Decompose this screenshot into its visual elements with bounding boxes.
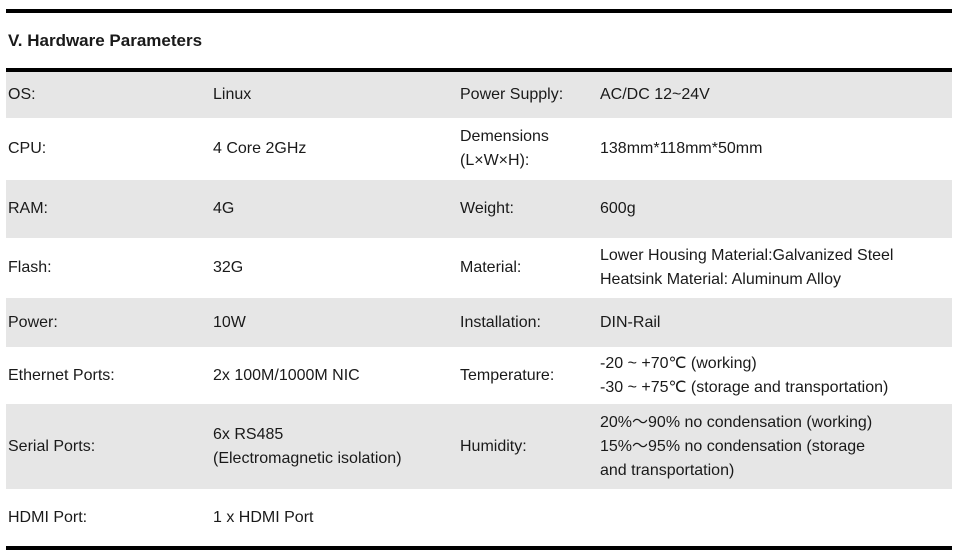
param-label: Power: — [8, 313, 58, 331]
table-row: HDMI Port: 1 x HDMI Port — [6, 489, 952, 546]
param-label-2: Installation: — [460, 313, 541, 331]
param-value-2-line: Lower Housing Material:Galvanized Steel — [600, 247, 894, 264]
param-value-2: 138mm*118mm*50mm — [600, 118, 762, 180]
param-value-2: 20%～90% no condensation (working) 15%～95%… — [600, 404, 872, 489]
param-value-2: AC/DC 12~24V — [600, 72, 710, 118]
table-row: Ethernet Ports: 2x 100M/1000M NIC Temperat… — [6, 347, 952, 404]
param-value-2-line: 600g — [600, 200, 636, 217]
param-value: 4 Core 2GHz — [213, 140, 307, 157]
top-rule — [6, 9, 952, 13]
param-label-2: Power Supply: — [460, 86, 564, 103]
param-value-2: DIN-Rail — [600, 298, 660, 347]
param-label-2: Weight: — [460, 200, 514, 217]
param-label-2: Temperature: — [460, 366, 555, 384]
table-row: CPU: 4 Core 2GHz Demensions (L×W×H): 138mm*1… — [6, 118, 952, 180]
param-value-2: 600g — [600, 180, 636, 238]
param-value-2-line: -30 ~ +75℃ (storage and transportation) — [600, 378, 889, 396]
param-value-line: (Electromagnetic isolation) — [213, 449, 402, 467]
table-row: RAM: 4G Weight: 600g — [6, 180, 952, 238]
param-label: Serial Ports: — [8, 437, 96, 455]
param-label-2: Humidity: — [460, 437, 527, 455]
param-value-2-line: 20%～90% no condensation (working) — [600, 413, 873, 431]
param-value: Linux — [213, 86, 252, 103]
table-row: Power: 10W Installation: DIN-Rail — [6, 298, 952, 347]
param-value: 1 x HDMI Port — [213, 508, 314, 526]
param-label: CPU: — [8, 140, 47, 157]
param-label-2: Material: — [460, 259, 522, 276]
param-value-line: 6x RS485 — [213, 425, 284, 443]
param-value-2-line: 138mm*118mm*50mm — [600, 140, 763, 157]
param-value-2-line: -20 ~ +70℃ (working) — [600, 354, 757, 372]
param-value-2-line: and transportation) — [600, 461, 735, 479]
param-value-2-line: Heatsink Material: Aluminum Alloy — [600, 271, 841, 288]
param-value: 2x 100M/1000M NIC — [213, 366, 360, 384]
param-value-2-line: DIN-Rail — [600, 313, 661, 331]
param-value: 10W — [213, 313, 246, 331]
param-label: HDMI Port: — [8, 508, 88, 526]
param-label: OS: — [8, 86, 36, 103]
table-row: Serial Ports: 6x RS485 (Electromagnetic is… — [6, 404, 952, 489]
param-value: 4G — [213, 200, 235, 217]
header-rule — [6, 68, 952, 72]
bottom-rule — [6, 546, 952, 550]
param-label-2-line: (L×W×H): — [460, 152, 530, 169]
section-title: V. Hardware Parameters — [8, 31, 203, 50]
table-row: Flash: 32G Material: Lower Housing Material… — [6, 238, 952, 298]
param-value-2: -20 ~ +70℃ (working) -30 ~ +75℃ (storage … — [600, 347, 888, 404]
table-row: OS: Linux Power Supply: AC/DC 12~24V — [6, 72, 952, 118]
param-value-2-line: AC/DC 12~24V — [600, 86, 710, 103]
param-label: Ethernet Ports: — [8, 366, 115, 384]
param-value: 32G — [213, 259, 244, 276]
param-label: RAM: — [8, 200, 48, 217]
param-value: 6x RS485 (Electromagnetic isolation) — [213, 404, 402, 489]
param-value-2: Lower Housing Material:Galvanized Steel H… — [600, 238, 893, 298]
param-label: Flash: — [8, 259, 52, 276]
param-label-2: Demensions (L×W×H): — [460, 118, 549, 180]
param-label-2-line: Demensions — [460, 128, 549, 145]
param-value-2-line: 15%～95% no condensation (storage — [600, 437, 866, 455]
